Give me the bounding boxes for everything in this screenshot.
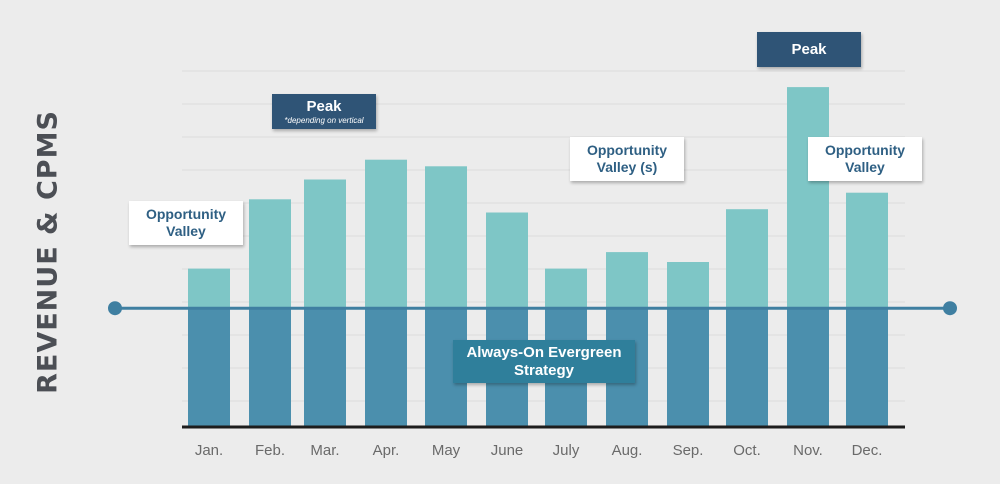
peak-left-note: *depending on vertical	[284, 115, 364, 125]
x-tick-label: Aug.	[612, 442, 643, 459]
x-tick-label: Sep.	[673, 442, 704, 459]
opportunity-valley-left-text: Opportunity Valley	[145, 206, 227, 239]
bar-upper-june	[486, 212, 528, 309]
bar-upper-dec	[846, 192, 888, 309]
evergreen-strategy-text: Always-On Evergreen Strategy	[466, 343, 622, 379]
bar-upper-july	[545, 268, 587, 309]
x-tick-label: June	[491, 442, 524, 459]
bar-upper-mar	[304, 179, 346, 309]
baseline-endpoint-right	[943, 301, 957, 316]
bar-upper-nov	[787, 87, 829, 309]
x-tick-label: May	[432, 442, 461, 459]
opportunity-valley-right-text: Opportunity Valley	[824, 142, 906, 175]
bar-upper-sep	[667, 262, 709, 309]
x-tick-label: Mar.	[310, 442, 339, 459]
opportunity-valleys-mid-text: Opportunity Valley (s)	[586, 142, 668, 175]
x-tick-label: Dec.	[852, 442, 883, 459]
bar-lower-feb	[249, 308, 291, 427]
bar-lower-nov	[787, 308, 829, 427]
peak-left-title: Peak	[306, 97, 342, 115]
peak-right-title: Peak	[791, 41, 827, 58]
peak-callout-left: Peak *depending on vertical	[272, 94, 376, 129]
bar-lower-apr	[365, 308, 407, 427]
bar-lower-sep	[667, 308, 709, 427]
opportunity-valley-callout-left: Opportunity Valley	[129, 201, 243, 245]
y-axis-label: REVENUE & CPMS	[32, 110, 64, 394]
x-tick-label: Oct.	[733, 442, 761, 459]
bar-lower-jan	[188, 308, 230, 427]
x-tick-label: July	[553, 442, 580, 459]
bar-upper-aug	[606, 252, 648, 309]
baseline-endpoint-left	[108, 301, 122, 316]
opportunity-valley-callout-right: Opportunity Valley	[808, 137, 922, 181]
x-tick-label: Feb.	[255, 442, 285, 459]
evergreen-strategy-callout: Always-On Evergreen Strategy	[453, 340, 635, 383]
x-tick-label: Jan.	[195, 442, 223, 459]
bar-upper-oct	[726, 209, 768, 309]
bar-upper-may	[425, 166, 467, 309]
bar-upper-feb	[249, 199, 291, 309]
x-tick-label: Apr.	[373, 442, 400, 459]
opportunity-valleys-callout-mid: Opportunity Valley (s)	[570, 137, 684, 181]
bar-lower-dec	[846, 308, 888, 427]
bar-lower-oct	[726, 308, 768, 427]
x-tick-label: Nov.	[793, 442, 823, 459]
peak-callout-right: Peak	[757, 32, 861, 67]
bar-upper-apr	[365, 159, 407, 309]
bar-lower-mar	[304, 308, 346, 427]
bar-upper-jan	[188, 268, 230, 309]
